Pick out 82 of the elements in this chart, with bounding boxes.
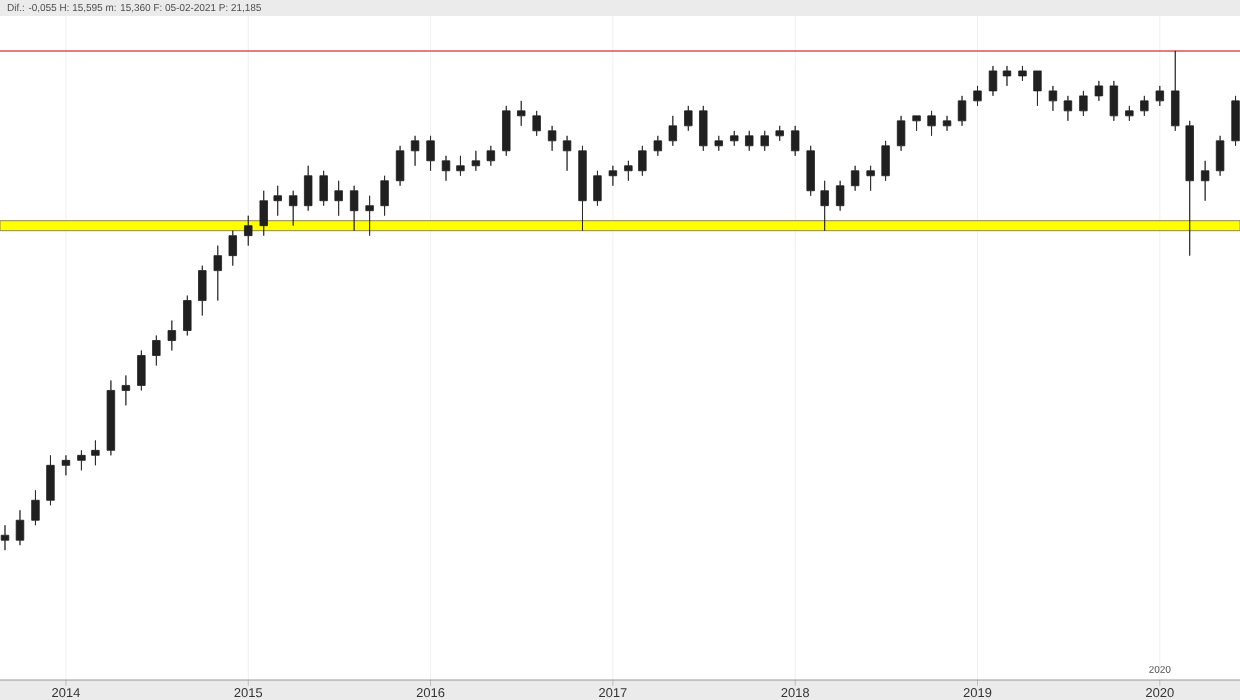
candlestick bbox=[380, 175, 389, 217]
candlestick bbox=[1094, 80, 1104, 102]
candlestick bbox=[1200, 160, 1210, 202]
candlestick bbox=[653, 135, 663, 157]
candlestick bbox=[699, 105, 708, 152]
candlestick bbox=[319, 170, 328, 207]
candlestick bbox=[850, 165, 860, 192]
candlestick bbox=[167, 320, 177, 351]
candlestick bbox=[334, 180, 343, 217]
candlestick bbox=[927, 110, 936, 137]
candlestick bbox=[760, 130, 769, 152]
candlestick bbox=[532, 110, 541, 137]
candlestick bbox=[957, 95, 967, 127]
candlestick bbox=[228, 230, 237, 267]
candlestick bbox=[745, 130, 754, 152]
candlestick bbox=[835, 180, 845, 212]
candlestick bbox=[106, 380, 116, 456]
candlestick bbox=[608, 165, 618, 187]
candlestick bbox=[61, 454, 71, 476]
candlestick bbox=[1155, 85, 1165, 107]
candlestick bbox=[441, 155, 451, 182]
candlestick bbox=[1002, 65, 1012, 87]
candlestick bbox=[471, 150, 481, 172]
candlestick bbox=[942, 115, 952, 132]
candlestick bbox=[1063, 95, 1073, 122]
candlestick bbox=[1231, 95, 1240, 147]
candlestick bbox=[988, 65, 998, 97]
candlestick bbox=[91, 439, 100, 466]
candlestick bbox=[0, 524, 10, 551]
candlestick bbox=[1185, 120, 1194, 257]
candlestick bbox=[426, 135, 435, 172]
candlestick bbox=[289, 190, 298, 227]
candlestick bbox=[1018, 65, 1027, 82]
candlestick bbox=[183, 295, 192, 336]
candlestick bbox=[714, 135, 723, 152]
candlestick bbox=[46, 454, 55, 506]
candlestick bbox=[121, 375, 131, 406]
candlestick bbox=[562, 135, 572, 172]
candlestick bbox=[1109, 80, 1119, 122]
candlestick bbox=[578, 145, 587, 232]
candlestick bbox=[973, 85, 982, 107]
candlestick bbox=[806, 145, 815, 197]
candlestick bbox=[791, 125, 800, 157]
candlestick bbox=[137, 350, 146, 391]
candlestick bbox=[486, 145, 496, 167]
candlestick bbox=[1140, 95, 1149, 117]
candlestick bbox=[259, 190, 268, 237]
candlestick bbox=[198, 265, 207, 316]
candlestick bbox=[365, 195, 374, 237]
candlestick bbox=[15, 509, 25, 546]
candlestick bbox=[1171, 50, 1180, 132]
candlestick bbox=[624, 160, 633, 182]
candlestick bbox=[273, 185, 282, 217]
candlestick bbox=[593, 170, 602, 207]
candlestick bbox=[456, 155, 465, 177]
candlestick bbox=[668, 115, 678, 147]
candlestick bbox=[395, 145, 405, 187]
candlestick bbox=[547, 125, 557, 152]
candlestick bbox=[684, 105, 693, 132]
candlestick bbox=[820, 180, 829, 232]
candlestick bbox=[775, 125, 784, 142]
candlestick bbox=[1215, 135, 1225, 177]
candlestick bbox=[638, 145, 647, 177]
candlestick bbox=[31, 489, 40, 526]
candlestick bbox=[866, 165, 875, 192]
candlestick bbox=[912, 115, 921, 132]
candlestick bbox=[1079, 90, 1088, 117]
candlestick bbox=[1033, 70, 1042, 107]
candlestick bbox=[77, 449, 86, 471]
candlestick bbox=[1048, 85, 1058, 112]
candlestick bbox=[730, 130, 739, 147]
candlestick bbox=[1125, 105, 1134, 122]
candlestick bbox=[502, 105, 511, 157]
candlestick bbox=[410, 135, 420, 167]
candlestick bbox=[244, 215, 253, 247]
candlestick bbox=[881, 140, 890, 182]
candlestick bbox=[213, 245, 222, 301]
candlestick bbox=[517, 100, 526, 127]
candlestick bbox=[896, 115, 906, 152]
candlestick bbox=[152, 335, 161, 366]
candlestick bbox=[303, 165, 313, 212]
candlestick bbox=[349, 185, 359, 232]
